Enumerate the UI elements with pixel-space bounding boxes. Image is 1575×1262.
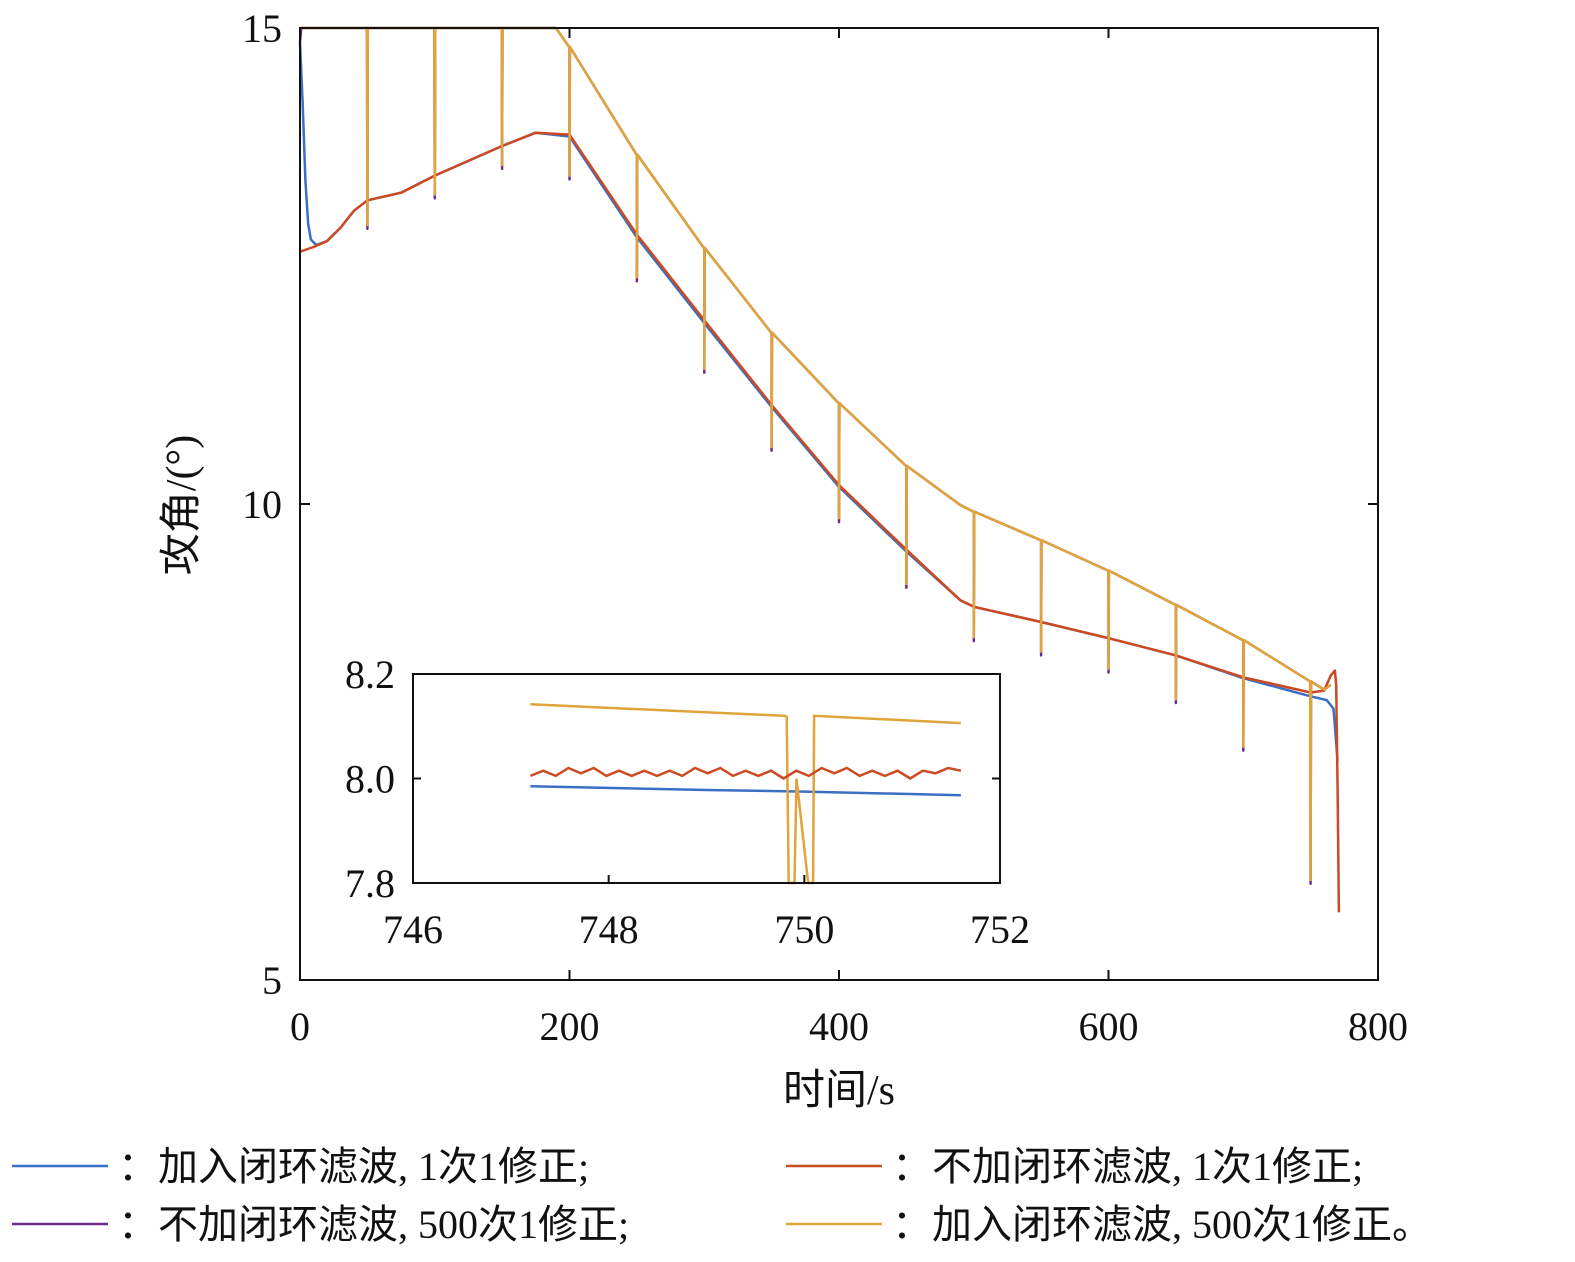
y-axis-label: 攻角/(°) (159, 435, 205, 575)
inset-ticks: 746 748 750 752 7.8 8.0 8.2 (345, 652, 1030, 952)
legend-label-2: ：不加闭环滤波, 1次1修正; (892, 1144, 1363, 1189)
y-tick-label: 10 (242, 482, 282, 527)
inset-plot-lines (529, 703, 962, 885)
inset-x-tick-label: 746 (383, 907, 443, 952)
inset-y-tick-label: 8.0 (345, 757, 395, 802)
x-tick-label: 600 (1079, 1004, 1139, 1049)
y-tick-label: 15 (242, 6, 282, 51)
series-line-1 (298, 42, 1339, 762)
y-tick-label: 5 (262, 958, 282, 1003)
inset-y-tick-label: 8.2 (345, 652, 395, 697)
inset-x-tick-label: 748 (579, 907, 639, 952)
inset-series-red (529, 766, 962, 780)
inset-series-yellow (530, 703, 961, 885)
inset-x-tick-label: 752 (970, 907, 1030, 952)
inset-y-tick-label: 7.8 (345, 861, 395, 906)
inset-x-tick-label: 750 (774, 907, 834, 952)
inset-frame-bg (413, 674, 1000, 883)
x-tick-label: 0 (290, 1004, 310, 1049)
legend-label-1: ：加入闭环滤波, 1次1修正; (118, 1144, 589, 1189)
x-tick-label: 800 (1348, 1004, 1408, 1049)
x-tick-label: 200 (540, 1004, 600, 1049)
main-ticks: 0 200 400 600 800 5 10 15 (242, 6, 1408, 1049)
inset-series-blue (530, 785, 961, 797)
x-tick-label: 400 (809, 1004, 869, 1049)
legend: ：加入闭环滤波, 1次1修正; ：不加闭环滤波, 1次1修正; ：不加闭环滤波, 5… (12, 1144, 1432, 1247)
x-axis-label: 时间/s (783, 1068, 895, 1114)
legend-label-3: ：不加闭环滤波, 500次1修正; (118, 1202, 629, 1247)
legend-label-4: ：加入闭环滤波, 500次1修正。 (892, 1202, 1432, 1247)
